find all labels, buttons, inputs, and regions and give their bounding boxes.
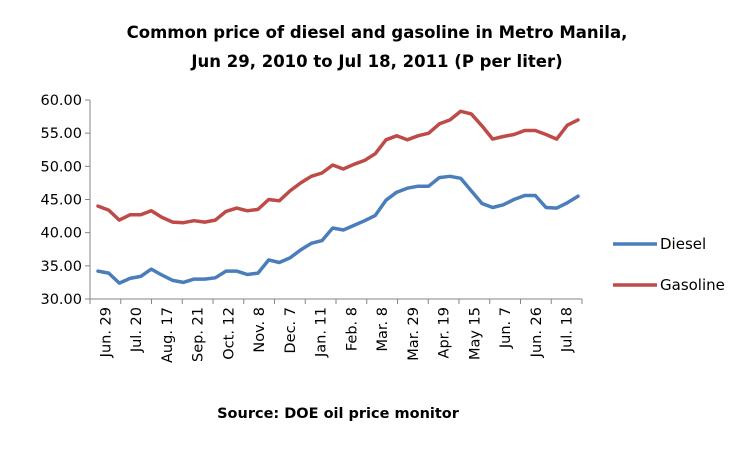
x-tick-label: May 15 (467, 307, 483, 360)
x-tick-label: Dec. 7 (283, 307, 299, 354)
x-tick-label: Mar. 29 (406, 307, 422, 361)
x-axis-ticks: Jun. 29 Jul. 20 Aug. 17 Sep. 21 Oct. 12 Nov. … (89, 299, 583, 363)
y-tick-label: 60.00 (40, 93, 82, 109)
chart-source-note: Source: DOE oil price monitor (217, 406, 460, 422)
y-tick-label: 50.00 (40, 159, 82, 175)
legend-label-gasoline: Gasoline (660, 276, 725, 294)
x-tick-label: Jul. 20 (129, 307, 145, 353)
x-tick-label: Mar. 8 (375, 307, 391, 351)
x-tick-label: Feb. 8 (344, 307, 360, 351)
x-tick-label: Jul. 18 (560, 307, 576, 353)
series-line-gasoline (96, 109, 580, 225)
legend-label-diesel: Diesel (660, 235, 706, 253)
y-axis-ticks: 30.00 35.00 40.00 45.00 50.00 55.00 60.00 (40, 93, 90, 308)
x-tick-label: Aug. 17 (160, 307, 176, 363)
series-lines (96, 109, 580, 285)
x-tick-label: Apr. 19 (437, 307, 453, 358)
x-tick-label: Oct. 12 (221, 307, 237, 360)
x-tick-label: Jun. 26 (529, 307, 545, 358)
legend: Diesel Gasoline (613, 235, 725, 294)
chart-title-line-1: Common price of diesel and gasoline in M… (127, 23, 628, 42)
chart-title-line-2: Jun 29, 2010 to Jul 18, 2011 (P per lite… (190, 52, 562, 71)
y-tick-label: 40.00 (40, 226, 82, 242)
x-tick-label: Sep. 21 (191, 307, 207, 362)
x-tick-label: Jun. 29 (98, 307, 114, 358)
y-tick-label: 35.00 (40, 259, 82, 275)
y-tick-label: 55.00 (40, 126, 82, 142)
x-tick-label: Jun. 7 (498, 307, 514, 349)
x-tick-label: Jan. 11 (314, 307, 330, 358)
x-tick-label: Nov. 8 (252, 307, 268, 353)
series-line-diesel (96, 174, 580, 285)
y-tick-label: 30.00 (40, 292, 82, 308)
y-tick-label: 45.00 (40, 193, 82, 209)
